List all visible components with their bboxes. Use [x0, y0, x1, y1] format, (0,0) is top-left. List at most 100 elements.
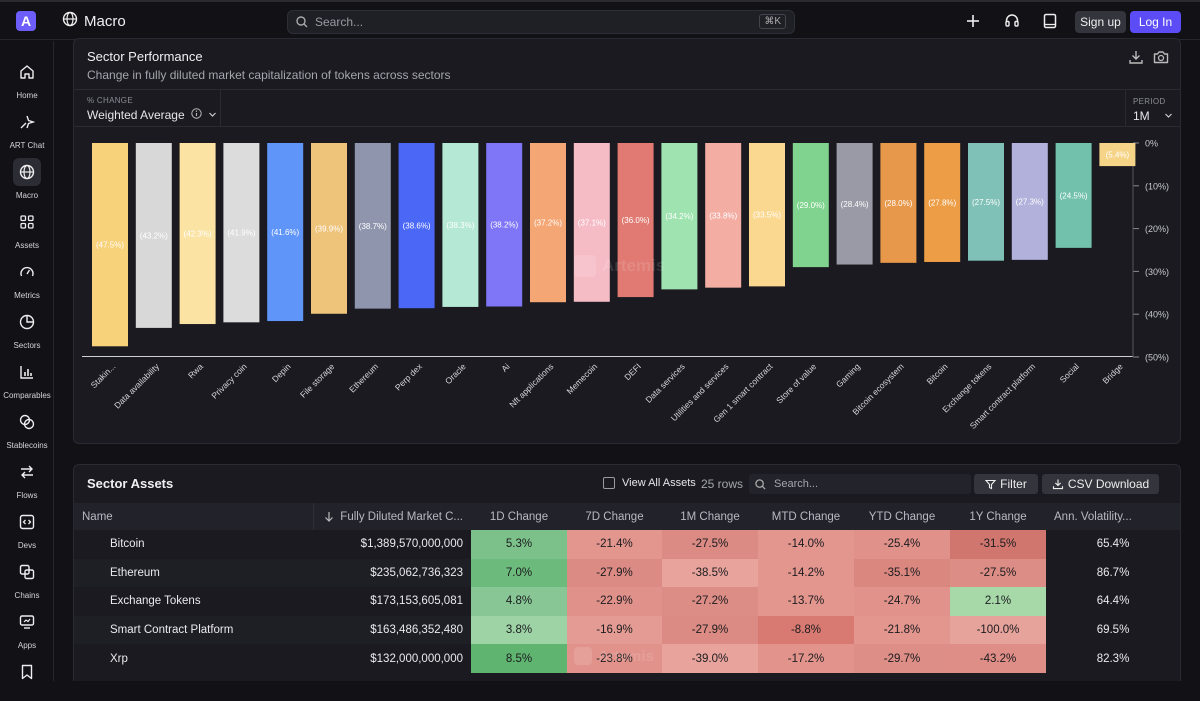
table-row[interactable]: Ethereum $235,062,736,323 7.0% -27.9% -38.5%… [74, 558, 1180, 588]
sidebar-item-devs[interactable]: Devs [0, 505, 54, 551]
chart-bar [354, 143, 391, 309]
artemis-watermark: Artemis [574, 647, 654, 665]
x-category-label: Ai [499, 361, 511, 373]
cell-7d-change: -27.9% [567, 558, 662, 588]
table-search-input[interactable]: Search... [749, 474, 971, 494]
bar-data-label: (41.9%) [227, 229, 255, 238]
cell-1m-change: -27.9% [662, 615, 758, 645]
chart-bar [705, 143, 742, 288]
cell-1d-change: 3.8% [471, 615, 567, 645]
sidebar-item-bookmarks[interactable] [0, 655, 54, 701]
chart-bar [135, 143, 172, 328]
column-header-label: 1D Change [489, 510, 549, 523]
period-select[interactable]: PERIOD 1M [1125, 90, 1180, 127]
log-in-button[interactable]: Log In [1130, 11, 1181, 33]
chart-bar [968, 143, 1004, 261]
y-tick-label: 0% [1145, 139, 1158, 149]
sidebar-item-apps[interactable]: Apps [0, 605, 54, 651]
cell-ytd-change: -24.7% [854, 587, 950, 616]
bar-data-label: (47.5%) [96, 241, 124, 250]
x-category-label: File storage [298, 361, 337, 400]
y-tick-label: (20%) [1145, 224, 1169, 234]
camera-icon[interactable] [1153, 49, 1169, 70]
cell-volatility: 64.4% [1046, 587, 1180, 616]
cell-1y-change: -31.5% [950, 530, 1046, 559]
sidebar-item-comparables[interactable]: Comparables [0, 355, 54, 401]
bookmark-icon [13, 658, 41, 686]
global-search-input[interactable]: Search... ⌘K [287, 10, 795, 34]
column-header-1y[interactable]: 1Y Change [950, 503, 1046, 530]
cell-1d-change: 5.3% [471, 530, 567, 559]
column-header-volatility[interactable]: Ann. Volatility... [1046, 503, 1180, 530]
table-header-row: Name Fully Diluted Market C... 1D Change… [74, 503, 1180, 530]
download-icon[interactable] [1128, 49, 1144, 70]
cell-fdmc: $132,000,000,000 [370, 652, 463, 665]
column-header-label: MTD Change [771, 510, 841, 523]
cell-volatility: 86.7% [1046, 558, 1180, 588]
cell-1y-change: -43.2% [950, 644, 1046, 673]
csv-download-label: CSV Download [1067, 477, 1150, 491]
artemis-logo[interactable]: A [16, 11, 36, 31]
sector-assets-title: Sector Assets [87, 476, 174, 491]
chart-bar [661, 143, 698, 290]
page-title-text: Macro [84, 12, 126, 30]
sign-up-button[interactable]: Sign up [1075, 11, 1126, 33]
sidebar-item-stablecoins[interactable]: Stablecoins [0, 405, 54, 451]
grid-icon [13, 208, 41, 236]
bar-data-label: (27.5%) [972, 198, 1000, 207]
sector-performance-subtitle: Change in fully diluted market capitaliz… [87, 68, 451, 82]
column-header-1d[interactable]: 1D Change [471, 503, 567, 530]
table-row[interactable]: Bitcoin $1,389,570,000,000 5.3% -21.4% -27.5… [74, 530, 1180, 559]
sidebar-item-home[interactable]: Home [0, 55, 54, 101]
sidebar-item-label: Flows [16, 491, 38, 500]
sidebar-item-macro[interactable]: Macro [0, 155, 54, 201]
cell-mtd-change: -14.2% [758, 558, 854, 588]
column-header-label: YTD Change [868, 510, 936, 523]
cell-1d-change: 8.5% [471, 644, 567, 673]
column-header-1m[interactable]: 1M Change [662, 503, 758, 530]
cell-fdmc: $163,486,352,480 [370, 624, 463, 637]
metric-select[interactable]: % CHANGE Weighted Average [74, 90, 221, 127]
table-row[interactable]: Xrp $132,000,000,000 8.5% -23.8% -39.0% -17.2… [74, 644, 1180, 673]
cell-mtd-change: -8.8% [758, 615, 854, 645]
headset-icon[interactable] [1003, 12, 1021, 30]
view-all-assets-toggle[interactable]: View All Assets [603, 477, 696, 489]
coins-icon [13, 408, 41, 436]
bar-chart-icon [13, 358, 41, 386]
table-row[interactable]: Smart Contract Platform $163,486,352,480 3… [74, 615, 1180, 645]
filter-button[interactable]: Filter [974, 474, 1038, 494]
sidebar-item-sectors[interactable]: Sectors [0, 305, 54, 351]
sidebar-item-metrics[interactable]: Metrics [0, 255, 54, 301]
bar-data-label: (24.5%) [1060, 191, 1088, 200]
table-row[interactable]: Exchange Tokens $173,153,605,081 4.8% -22.9… [74, 587, 1180, 616]
chevron-down-icon [208, 108, 217, 122]
table-toolbar: Sector Assets View All Assets 25 rows Se… [74, 465, 1180, 503]
bar-data-label: (43.2%) [140, 231, 168, 240]
column-header-name[interactable]: Name [74, 503, 314, 530]
sidebar-item-art-chat[interactable]: ART Chat [0, 105, 54, 151]
sidebar-item-label: Comparables [3, 391, 51, 400]
sidebar-item-chains[interactable]: Chains [0, 555, 54, 601]
plus-icon[interactable] [964, 12, 982, 30]
bar-data-label: (38.2%) [490, 221, 518, 230]
bar-data-label: (28.0%) [884, 199, 912, 208]
column-header-7d[interactable]: 7D Change [567, 503, 662, 530]
chart-bar [311, 143, 347, 314]
x-category-label: Data services [643, 361, 686, 404]
column-header-mtd[interactable]: MTD Change [758, 503, 854, 530]
view-all-checkbox[interactable] [603, 477, 615, 489]
bar-data-label: (28.4%) [841, 200, 869, 209]
column-header-ytd[interactable]: YTD Change [854, 503, 950, 530]
bar-data-label: (29.0%) [797, 201, 825, 210]
book-icon[interactable] [1041, 12, 1059, 30]
csv-download-button[interactable]: CSV Download [1042, 474, 1159, 494]
bar-data-label: (27.3%) [1016, 197, 1044, 206]
column-header-fdmc[interactable]: Fully Diluted Market C... [314, 503, 471, 530]
sidebar-item-flows[interactable]: Flows [0, 455, 54, 501]
info-icon[interactable] [190, 108, 202, 122]
cell-1y-change: 2.1% [950, 587, 1046, 616]
sector-performance-title: Sector Performance [87, 49, 203, 64]
cell-name: Exchange Tokens [110, 595, 201, 608]
sidebar-item-label: Metrics [14, 291, 40, 300]
sidebar-item-assets[interactable]: Assets [0, 205, 54, 251]
